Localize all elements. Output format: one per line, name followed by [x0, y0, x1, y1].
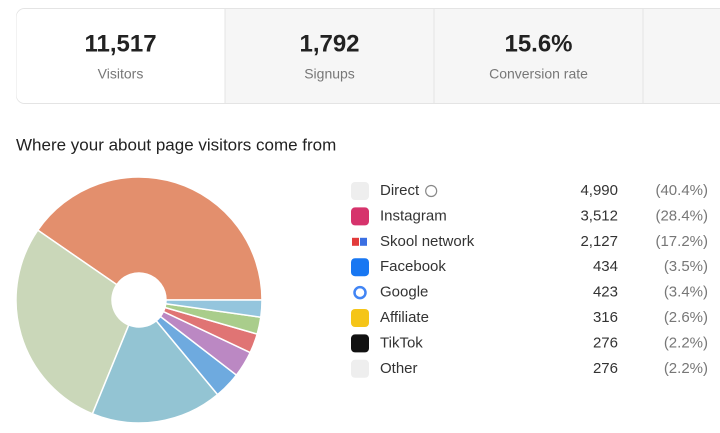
- stat-label: Conversion rate: [489, 66, 588, 82]
- source-percent: (2.2%): [664, 360, 708, 377]
- source-percent: (28.4%): [655, 207, 708, 224]
- source-percent: (17.2%): [655, 233, 708, 250]
- source-icon: [351, 309, 369, 327]
- source-count: 4,990: [580, 182, 618, 199]
- source-name: Affiliate: [380, 309, 429, 326]
- source-count: 276: [593, 360, 618, 377]
- help-icon[interactable]: [425, 184, 438, 198]
- source-name: Facebook: [380, 258, 446, 275]
- source-name: Google: [380, 284, 428, 301]
- source-count: 434: [593, 258, 618, 275]
- pie-slice: [91, 319, 219, 424]
- source-name: Instagram: [380, 207, 447, 224]
- source-percent: (40.4%): [655, 182, 708, 199]
- source-name: Direct: [380, 182, 420, 199]
- source-percent: (3.5%): [664, 258, 708, 275]
- source-name: Other: [380, 360, 418, 377]
- source-count: 3,512: [580, 207, 618, 224]
- source-name: TikTok: [380, 334, 423, 351]
- stat-value: 1,792: [299, 30, 359, 57]
- source-icon: [351, 207, 369, 226]
- source-icon: [351, 359, 369, 378]
- source-count: 2,127: [580, 233, 618, 250]
- source-icon: [351, 258, 369, 277]
- source-percent: (3.4%): [664, 284, 708, 301]
- pie-slice: [36, 176, 263, 301]
- stat-value: 11,517: [84, 30, 156, 57]
- google-icon: [353, 285, 367, 300]
- skool-icon: [360, 237, 367, 246]
- stat-card-active: [16, 9, 225, 103]
- pie-slice: [164, 299, 263, 319]
- skool-icon: [352, 237, 359, 246]
- stat-label: Signups: [304, 66, 355, 82]
- source-percent: (2.2%): [664, 334, 708, 351]
- source-icon: [351, 182, 369, 200]
- source-count: 276: [593, 334, 618, 351]
- source-count: 316: [593, 309, 618, 326]
- source-icon: [351, 334, 369, 353]
- section-title: Where your about page visitors come from: [16, 135, 336, 154]
- source-name: Skool network: [380, 233, 475, 250]
- stat-value: 15.6%: [504, 30, 572, 57]
- stat-label: Visitors: [98, 66, 144, 82]
- pie-slice: [15, 229, 130, 415]
- source-percent: (2.6%): [664, 309, 708, 326]
- source-count: 423: [593, 284, 618, 301]
